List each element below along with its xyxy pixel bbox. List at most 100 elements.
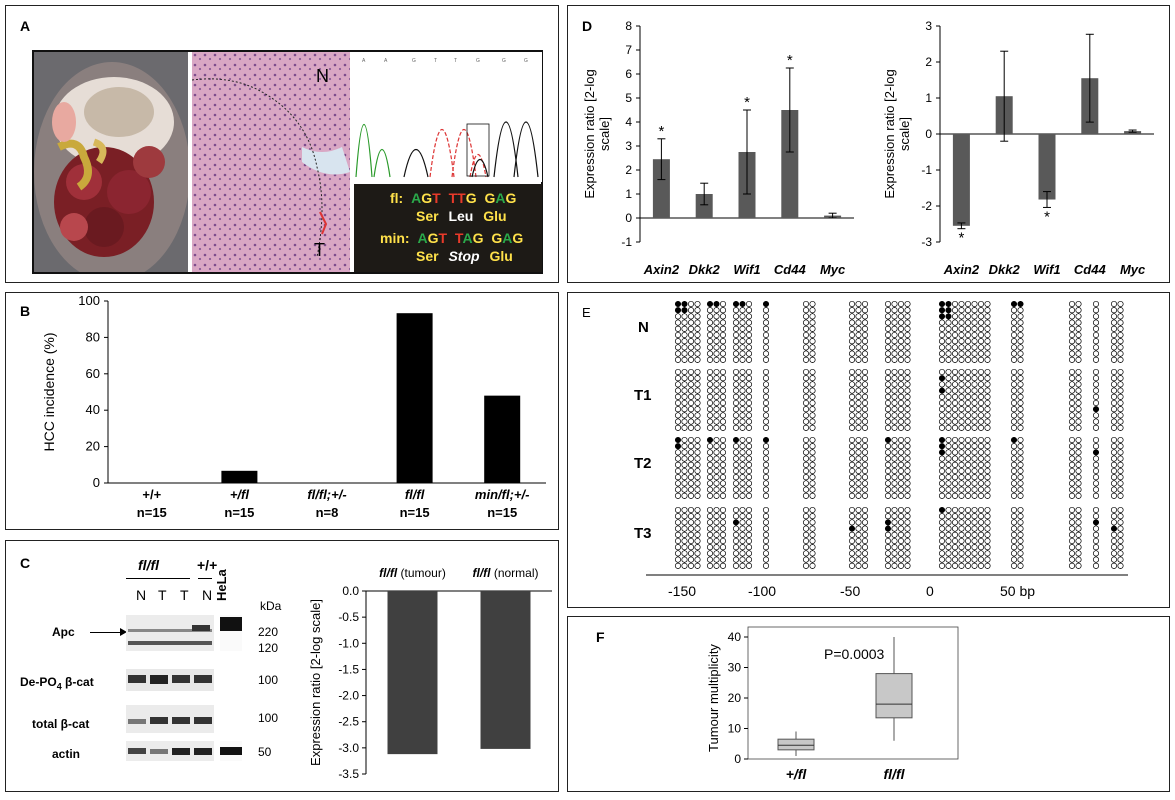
- chart-b-ytick-label: 100: [78, 293, 100, 308]
- methylation-cpg-circle: [1092, 319, 1100, 326]
- methylation-cpg-circle: [1017, 424, 1024, 431]
- methylation-cpg-circle: [964, 381, 972, 388]
- methylation-cpg-circle: [681, 412, 688, 419]
- methylation-cpg-circle: [1117, 492, 1124, 499]
- blot-band-apc-hela: [220, 615, 242, 651]
- methylation-cpg-circle: [958, 449, 965, 456]
- methylation-cpg-circle: [713, 531, 720, 538]
- methylation-cpg-circle: [1110, 525, 1118, 532]
- methylation-cpg-circle: [719, 506, 727, 514]
- methylation-cpg-circle: [732, 443, 740, 450]
- chart-d-ytick-label: 7: [625, 43, 632, 57]
- methylation-cpg-circle: [848, 344, 856, 351]
- mouse-liver-photo: [34, 52, 188, 272]
- chart-d-significance-star: *: [744, 94, 750, 111]
- methylation-cpg-circle: [706, 319, 714, 326]
- methylation-cpg-circle: [1017, 443, 1024, 450]
- methylation-cpg-circle: [732, 531, 740, 538]
- methylation-cpg-circle: [802, 550, 810, 557]
- methylation-cpg-circle: [897, 486, 905, 493]
- methylation-cpg-circle: [958, 531, 965, 538]
- methylation-cpg-circle: [694, 480, 701, 487]
- methylation-cpg-circle: [1110, 537, 1118, 545]
- methylation-cpg-circle: [713, 455, 720, 462]
- methylation-cpg-circle: [1117, 525, 1124, 532]
- methylation-cpg-circle: [719, 537, 727, 545]
- methylation-cpg-circle: [809, 486, 816, 493]
- methylation-cpg-circle: [938, 562, 946, 569]
- methylation-cpg-circle: [681, 525, 688, 532]
- methylation-cpg-circle: [1117, 381, 1124, 388]
- methylation-cpg-circle: [897, 412, 905, 419]
- methylation-cpg-circle: [706, 480, 714, 487]
- chart-d-category-label: Wif1: [733, 262, 760, 277]
- methylation-cpg-circle: [971, 325, 978, 332]
- methylation-cpg-circle: [855, 513, 862, 520]
- methylation-cpg-circle: [971, 480, 978, 487]
- methylation-cpg-circle: [1017, 399, 1024, 407]
- methylation-cpg-circle: [762, 436, 770, 444]
- methylation-cpg-circle: [719, 443, 727, 450]
- methylation-cpg-circle: [1017, 350, 1024, 357]
- methylation-cpg-circle: [958, 313, 965, 320]
- methylation-cpg-circle: [681, 424, 688, 431]
- methylation-cpg-circle: [1117, 350, 1124, 357]
- methylation-lollipop-plot: [646, 300, 1128, 576]
- methylation-cpg-circle: [951, 338, 959, 345]
- methylation-cpg-circle: [1110, 356, 1118, 363]
- methylation-cpg-circle: [1017, 387, 1024, 394]
- methylation-cpg-circle: [964, 562, 972, 569]
- methylation-cpg-circle: [891, 331, 898, 339]
- methylation-cpg-circle: [1068, 525, 1076, 532]
- min-codon-1: AGT: [417, 230, 448, 246]
- methylation-cpg-circle: [977, 381, 985, 388]
- methylation-cpg-circle: [1068, 513, 1076, 520]
- methylation-cpg-circle: [964, 412, 972, 419]
- methylation-cpg-circle: [951, 356, 959, 363]
- methylation-cpg-circle: [694, 467, 701, 475]
- methylation-cpg-circle: [861, 562, 869, 569]
- methylation-cpg-circle: [1075, 368, 1082, 376]
- methylation-cpg-circle: [687, 338, 695, 345]
- methylation-cpg-circle: [719, 325, 727, 332]
- methylation-cpg-circle: [739, 550, 746, 557]
- methylation-cpg-circle: [762, 387, 770, 394]
- methylation-cpg-circle: [687, 474, 695, 481]
- methylation-cpg-circle: [977, 368, 985, 376]
- methylation-cpg-circle: [674, 319, 682, 326]
- methylation-cpg-circle: [951, 480, 959, 487]
- methylation-cpg-circle: [719, 556, 727, 563]
- methylation-cpg-circle: [938, 307, 946, 314]
- methylation-cpg-circle: [977, 350, 985, 357]
- methylation-cpg-circle: [855, 381, 862, 388]
- blot-group-line-1: [126, 578, 190, 579]
- methylation-cpg-circle: [1092, 492, 1100, 499]
- methylation-cpg-circle: [861, 319, 869, 326]
- methylation-cpg-circle: [739, 506, 746, 514]
- methylation-cpg-circle: [964, 544, 972, 551]
- methylation-cpg-circle: [1117, 338, 1124, 345]
- methylation-cpg-circle: [938, 480, 946, 487]
- methylation-cpg-circle: [855, 406, 862, 413]
- min-aa-2: Stop: [448, 248, 480, 264]
- methylation-cpg-circle: [861, 513, 869, 520]
- methylation-cpg-circle: [732, 544, 740, 551]
- methylation-cpg-circle: [964, 338, 972, 345]
- methylation-cpg-circle: [687, 556, 695, 563]
- methylation-cpg-circle: [687, 418, 695, 425]
- methylation-cpg-circle: [897, 331, 905, 339]
- methylation-cpg-circle: [732, 550, 740, 557]
- methylation-cpg-circle: [964, 350, 972, 357]
- methylation-cpg-circle: [904, 443, 911, 450]
- methylation-cpg-circle: [971, 331, 978, 339]
- methylation-cpg-circle: [1092, 418, 1100, 425]
- methylation-cpg-circle: [719, 513, 727, 520]
- methylation-cpg-circle: [938, 443, 946, 450]
- methylation-cpg-circle: [719, 350, 727, 357]
- methylation-cpg-circle: [802, 356, 810, 363]
- methylation-cpg-circle: [855, 300, 862, 308]
- methylation-cpg-circle: [674, 393, 682, 400]
- methylation-cpg-circle: [1010, 325, 1018, 332]
